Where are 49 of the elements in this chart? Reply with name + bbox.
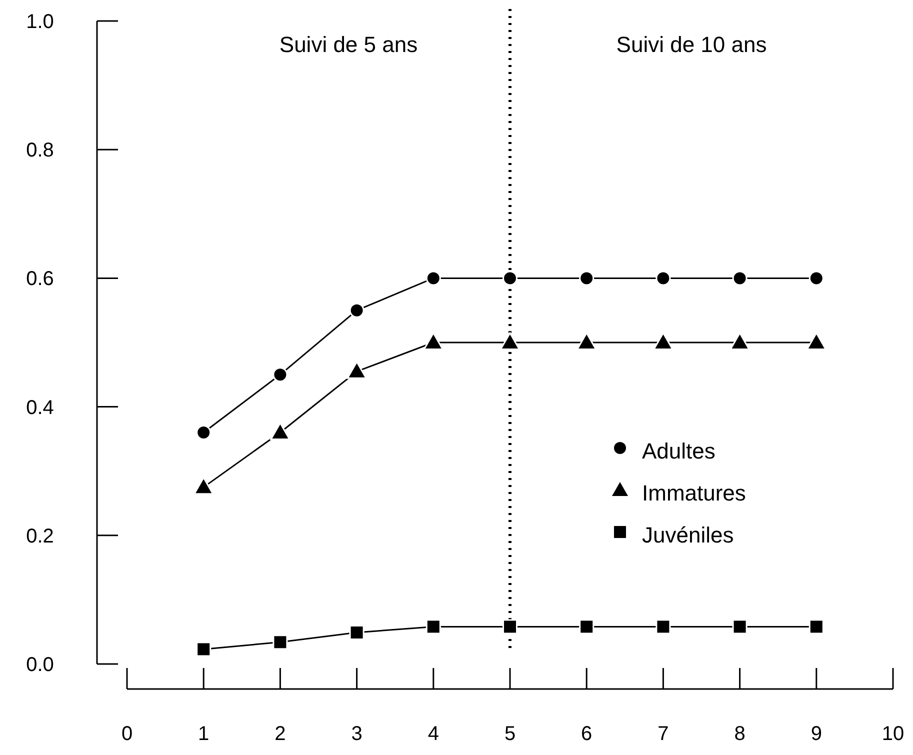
y-tick-label: 1.0 [26,11,54,33]
x-tick-label: 6 [581,723,592,745]
x-tick-label: 1 [198,723,210,745]
point [500,333,520,350]
y-tick-label: 0.0 [26,654,54,676]
point [656,619,671,634]
y-tick-label: 0.4 [26,396,54,419]
legend-label: Juvéniles [642,522,734,548]
point [272,634,288,650]
point [194,478,214,495]
point [349,302,364,318]
legend-label: Immatures [642,480,746,506]
point [579,619,594,634]
point [272,367,288,382]
point [656,270,671,286]
annotation: Suivi de 5 ans [279,32,418,57]
x-tick-label: 3 [351,723,362,745]
point [502,619,518,634]
x-tick-label: 8 [734,723,746,745]
point [347,362,366,379]
point [577,333,596,350]
point [424,333,443,350]
point [730,333,750,350]
point [806,333,826,350]
y-tick-label: 0.2 [26,525,54,548]
annotation: Suivi de 10 ans [616,32,767,57]
point [349,624,364,640]
point [502,270,518,286]
y-tick-label: 0.6 [26,268,54,290]
point [732,270,748,286]
x-tick-label: 10 [882,723,904,745]
point [732,619,748,634]
x-tick-label: 5 [504,723,516,745]
x-tick-label: 9 [810,723,822,745]
point [196,642,212,657]
y-tick-label: 0.8 [26,140,54,162]
point [270,423,290,440]
point [579,270,594,286]
x-tick-label: 0 [121,723,133,745]
x-tick-label: 2 [274,723,286,745]
x-tick-label: 7 [658,723,669,745]
legend-label: Adultes [642,438,716,464]
point [196,425,212,440]
point [426,270,441,286]
x-tick-label: 4 [428,723,439,745]
point [808,270,824,286]
point [808,619,824,634]
point [654,333,673,350]
point [426,619,441,634]
